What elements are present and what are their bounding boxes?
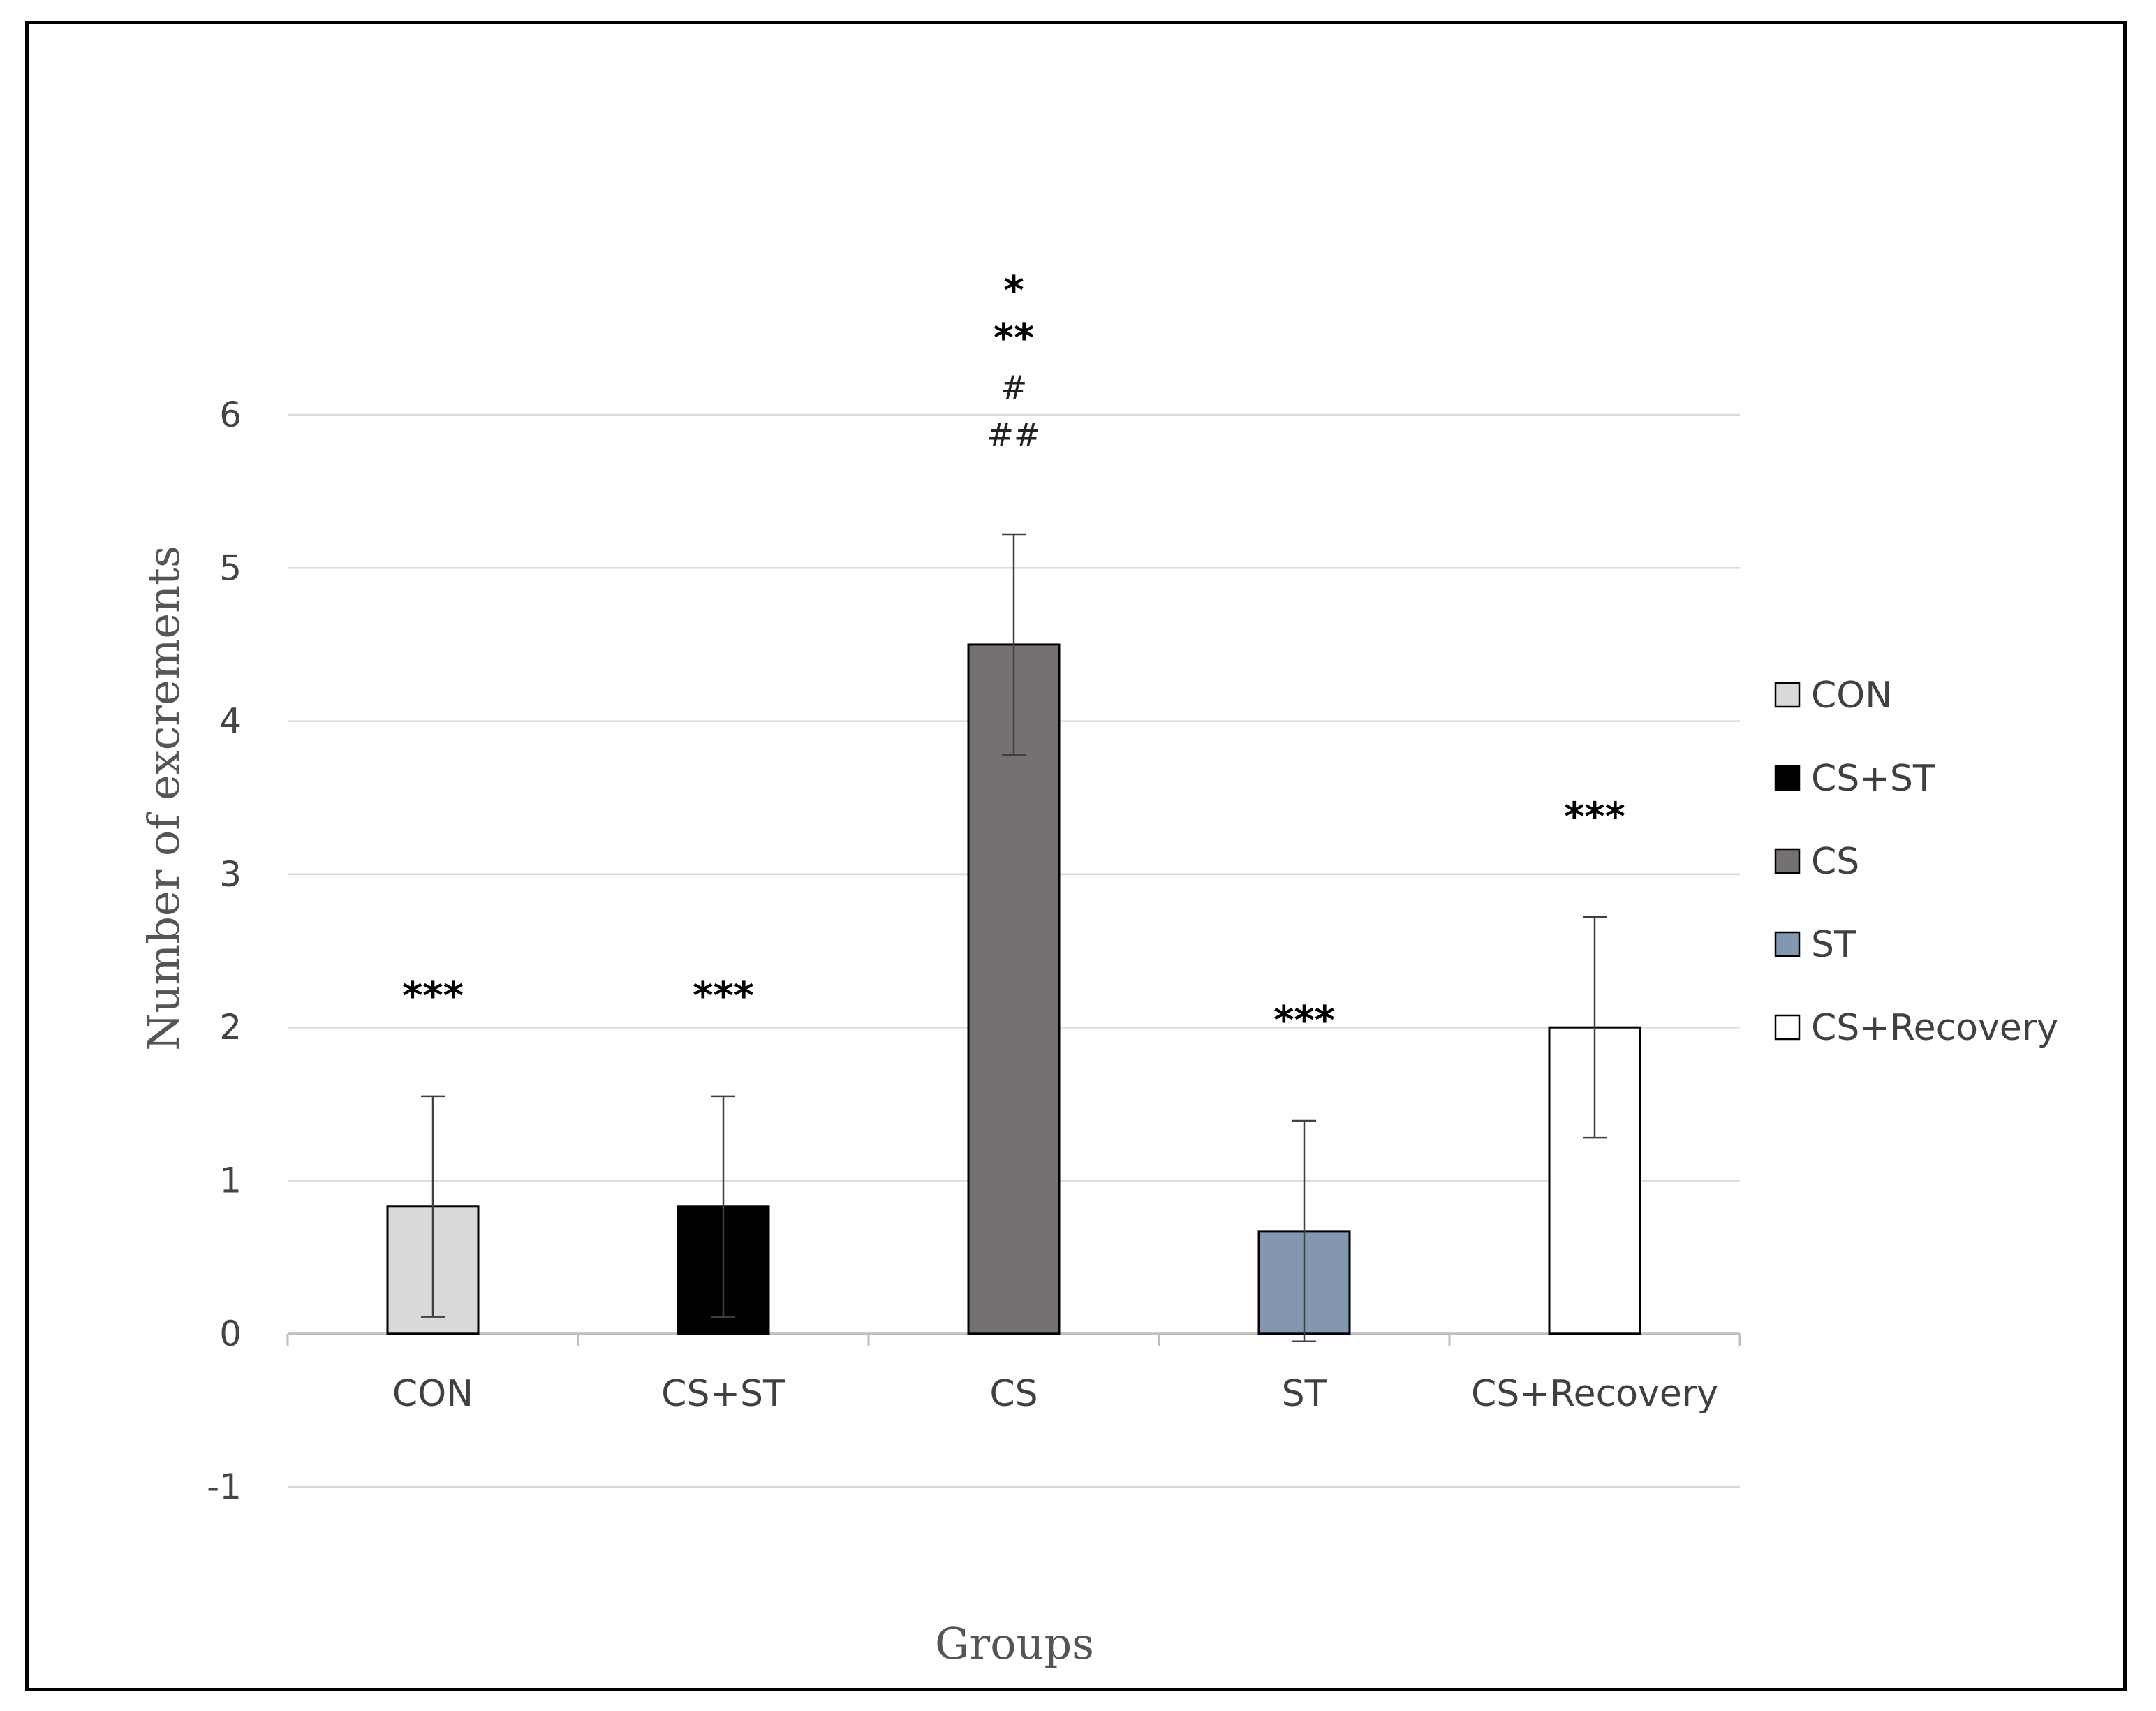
legend-swatch-ST: [1774, 931, 1801, 957]
legend-label: CS+Recovery: [1811, 1007, 2058, 1049]
x-tick-label: CS: [989, 1373, 1038, 1415]
y-tick-label: 4: [219, 701, 242, 742]
y-axis-ticks: -1 0 1 2 3 4 5 6: [207, 395, 242, 1507]
x-axis: [286, 1332, 1741, 1346]
legend-swatch-CON: [1774, 682, 1801, 708]
legend-swatch-CS: [1774, 848, 1801, 874]
category-labels: CON CS+ST CS ST CS+Recovery: [392, 1373, 1718, 1415]
significance-mark: ***: [1564, 794, 1625, 839]
legend-label: CON: [1811, 675, 1892, 717]
legend-label: CS+ST: [1811, 758, 1935, 800]
significance-mark: ***: [1273, 998, 1335, 1043]
significance-mark: ***: [693, 974, 754, 1019]
y-tick-label: 0: [219, 1314, 242, 1354]
legend: CON CS+ST CS ST CS+Recovery: [1774, 675, 2058, 1049]
significance-mark: ##: [987, 416, 1040, 454]
significance-annotations: *** ******###******: [402, 268, 1625, 1043]
y-tick-label: 5: [219, 548, 242, 588]
y-tick-label: -1: [207, 1467, 242, 1507]
legend-swatch-CS+ST: [1774, 765, 1801, 791]
legend-label: ST: [1811, 924, 1856, 966]
bar-CS: [967, 643, 1061, 1335]
significance-mark: ***: [402, 974, 464, 1019]
significance-mark: #: [1001, 369, 1028, 406]
error-bars: [421, 533, 1607, 1343]
x-tick-label: CON: [392, 1373, 473, 1415]
x-tick-label: CS+ST: [661, 1373, 785, 1415]
x-axis-title: Groups: [935, 1618, 1094, 1669]
significance-mark: *: [1003, 268, 1024, 314]
legend-swatch-CS+Recovery: [1774, 1014, 1801, 1041]
figure-frame: -1 0 1 2 3 4 5 6 *** *** * ** # ## *** *** CON CS+ST CS S…: [25, 21, 2127, 1691]
y-tick-label: 1: [219, 1161, 242, 1201]
y-tick-label: 3: [219, 854, 242, 895]
legend-label: CS: [1811, 841, 1859, 883]
y-tick-label: 2: [219, 1007, 242, 1048]
y-tick-label: 6: [219, 395, 242, 435]
y-axis-title: Number of excrements: [138, 545, 189, 1051]
x-tick-label: ST: [1282, 1373, 1327, 1415]
x-tick-label: CS+Recovery: [1471, 1373, 1718, 1415]
significance-mark: **: [994, 316, 1035, 361]
